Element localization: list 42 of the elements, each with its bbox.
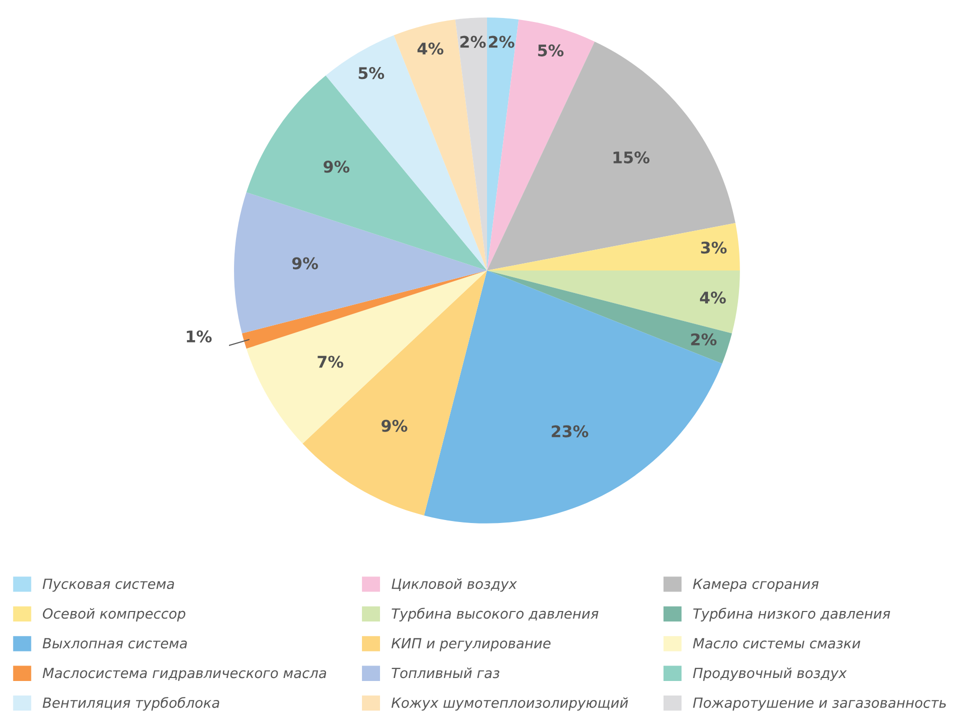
pie-slice: [486, 270, 732, 364]
data-label: 9%: [292, 257, 318, 270]
pie-slice: [455, 18, 487, 270]
legend-label: Цикловой воздух: [392, 578, 518, 592]
legend-label: Осевой компрессор: [42, 608, 186, 622]
data-label: 15%: [614, 151, 650, 164]
pie-slice: [246, 270, 487, 444]
pie-slice: [242, 270, 487, 349]
legend-label: Камера сгорания: [693, 578, 819, 592]
legend-label: Выхлопная система: [42, 638, 187, 649]
legend-label: Маслосистема гидравлического масла: [42, 668, 326, 681]
legend-label: КИП и регулирование: [392, 638, 550, 652]
data-label: 1%: [186, 330, 212, 342]
legend-label: Турбина высокого давления: [392, 608, 598, 622]
legend-label: Продувочный воздух: [693, 668, 847, 681]
data-label: 9%: [382, 420, 408, 432]
legend-label: Пожаротушение и загазованность: [693, 698, 946, 711]
data-label: 2%: [488, 36, 514, 48]
pie-slice: [486, 20, 595, 270]
data-label: 5%: [358, 67, 384, 80]
data-label: 7%: [318, 356, 344, 368]
pie-slice: [326, 35, 487, 270]
data-label: 9%: [324, 160, 350, 173]
pie-slice: [486, 270, 740, 334]
pie-slice: [394, 20, 487, 270]
pie-slice: [302, 270, 487, 516]
data-label: 2%: [460, 36, 486, 48]
data-label: 4%: [418, 42, 444, 55]
pie-slice: [486, 18, 519, 270]
legend-label: Масло системы смазки: [693, 638, 860, 649]
data-label: 4%: [700, 292, 726, 304]
pie-slice: [234, 192, 487, 334]
legend-label: Пусковая система: [42, 578, 174, 592]
legend-label: Турбина низкого давления: [693, 608, 890, 622]
data-label: 5%: [538, 44, 564, 56]
pie-slice: [486, 223, 740, 270]
data-label: 23%: [552, 425, 588, 438]
legend-label: Топливный газ: [392, 668, 500, 678]
legend-label: Кожух шумотеплоизолирующий: [392, 697, 628, 711]
data-label: 3%: [701, 242, 727, 254]
legend-label: Вентиляция турбоблока: [42, 696, 220, 711]
data-label: 2%: [691, 333, 717, 346]
